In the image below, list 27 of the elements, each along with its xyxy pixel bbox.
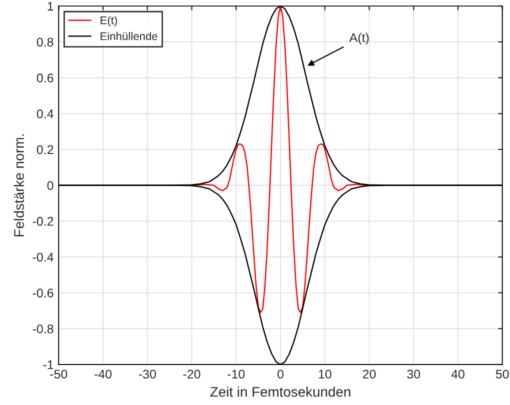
y-tick-label: -0.2 xyxy=(32,216,54,226)
y-tick-label: 1 xyxy=(48,2,54,11)
x-tick-label: 40 xyxy=(451,370,464,379)
x-tick-label: -20 xyxy=(183,370,200,379)
x-tick-label: 0 xyxy=(278,370,284,379)
y-tick-label: 0 xyxy=(47,181,54,190)
x-tick-label: -10 xyxy=(228,370,245,379)
y-tick-label: -0.4 xyxy=(32,252,54,262)
y-axis-title: Feldstärke norm. xyxy=(14,134,24,236)
x-tick-label: 20 xyxy=(362,370,376,379)
legend-label: E(t) xyxy=(100,16,117,26)
y-tick-label: 0.6 xyxy=(36,74,54,82)
y-tick-label: -1 xyxy=(43,360,54,370)
x-tick-label: -50 xyxy=(50,370,68,379)
x-tick-label: -40 xyxy=(94,370,112,379)
x-tick-label: 50 xyxy=(496,370,509,379)
x-tick-label: 10 xyxy=(318,370,332,379)
y-tick-label: -0.6 xyxy=(32,288,54,298)
y-tick-label: 0.8 xyxy=(36,38,54,47)
x-tick-label: -30 xyxy=(138,370,156,379)
x-axis-title: Zeit in Femtosekunden xyxy=(210,386,350,397)
y-tick-label: -0.8 xyxy=(32,324,54,334)
x-tick-label: 30 xyxy=(407,370,420,379)
y-tick-label: 0.2 xyxy=(36,145,54,154)
legend-label: Einhüllende xyxy=(100,32,158,40)
annotation: A(t) xyxy=(349,32,369,45)
y-tick-label: 0.4 xyxy=(36,109,54,118)
